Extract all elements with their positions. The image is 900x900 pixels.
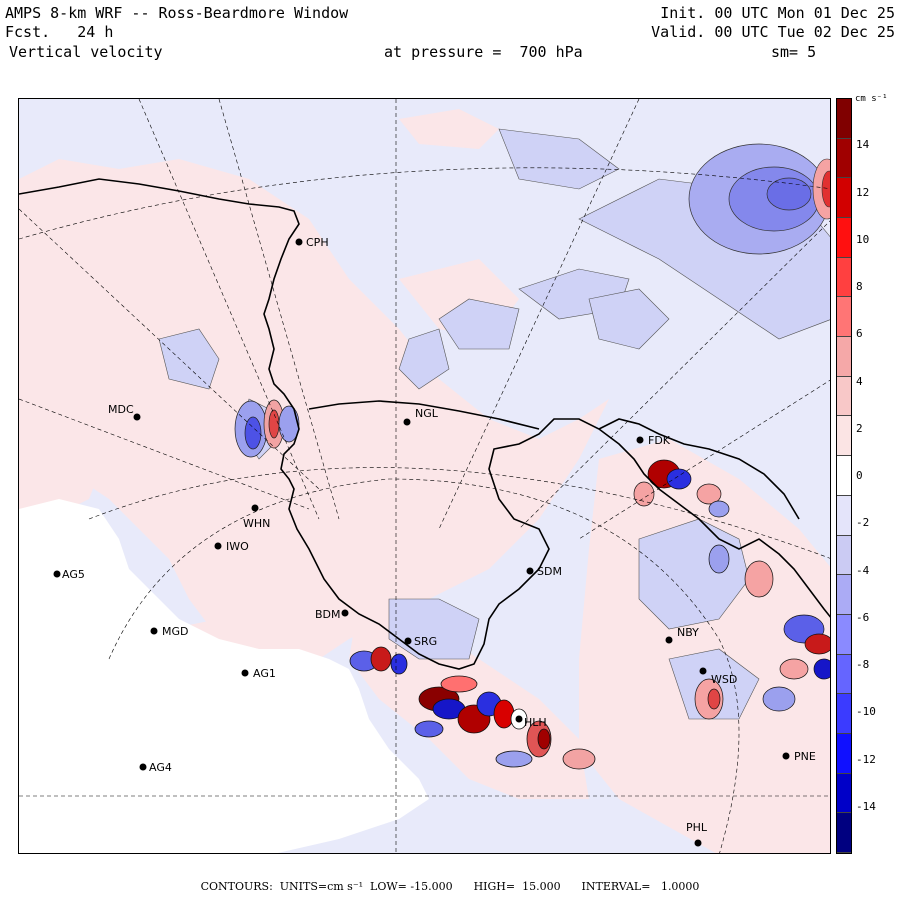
colorbar-swatch	[837, 178, 851, 218]
colorbar	[836, 98, 852, 854]
colorbar-tick-label: -8	[856, 658, 870, 671]
pressure-level: at pressure = 700 hPa	[384, 43, 583, 61]
colorbar-swatch	[837, 139, 851, 178]
smoothing-value: sm= 5	[771, 43, 817, 61]
colorbar-swatch	[837, 694, 851, 734]
valid-time: Valid. 00 UTC Tue 02 Dec 25	[651, 23, 895, 41]
map-panel: CPH NGL MDC FDK WHN IWO AG5 SDM BDM MGD …	[18, 98, 831, 854]
station-fdk[interactable]: FDK	[636, 434, 671, 447]
mountain-wave-fdk	[633, 459, 730, 518]
colorbar-tick-label: 0	[856, 469, 863, 482]
colorbar-swatch	[837, 258, 851, 297]
graticule	[19, 99, 830, 853]
svg-text:MGD: MGD	[162, 625, 189, 638]
svg-text:IWO: IWO	[226, 540, 249, 553]
svg-text:AG5: AG5	[62, 568, 85, 581]
station-mdc[interactable]: MDC	[108, 403, 141, 421]
mountain-wave-east	[694, 544, 830, 720]
colorbar-tick-label: -12	[856, 752, 876, 766]
colorbar-swatch	[837, 615, 851, 655]
station-nby[interactable]: NBY	[665, 626, 700, 644]
colorbar-swatch	[837, 774, 851, 813]
station-wsd[interactable]: WSD	[699, 667, 738, 687]
station-markers: CPH NGL MDC FDK WHN IWO AG5 SDM BDM MGD …	[53, 236, 816, 847]
station-iwo[interactable]: IWO	[214, 540, 250, 553]
svg-text:HLH: HLH	[524, 716, 547, 729]
colorbar-swatch	[837, 297, 851, 337]
colorbar-swatch	[837, 734, 851, 774]
mountain-wave-transantarctic	[349, 646, 596, 770]
svg-text:AG1: AG1	[253, 667, 276, 680]
ascent-core-upper-right	[812, 158, 830, 220]
station-whn[interactable]: WHN	[243, 504, 270, 531]
station-mgd[interactable]: MGD	[150, 625, 189, 638]
colorbar-swatch	[837, 99, 851, 139]
map-title: AMPS 8-km WRF -- Ross-Beardmore Window	[5, 4, 349, 22]
svg-text:NGL: NGL	[415, 407, 439, 420]
colorbar-tick-label: -10	[856, 705, 876, 719]
descent-core-upper-right	[688, 143, 830, 255]
weak-descent-areas	[158, 128, 830, 720]
field-name: Vertical velocity	[9, 43, 163, 61]
station-srg[interactable]: SRG	[404, 635, 438, 648]
mountain-wave-near-mdc	[234, 399, 300, 458]
station-hlh[interactable]: HLH	[515, 715, 547, 730]
colorbar-tick-label: -6	[856, 610, 870, 624]
forecast-hour: Fcst. 24 h	[5, 23, 114, 41]
station-phl[interactable]: PHL	[686, 821, 708, 847]
svg-text:AG4: AG4	[149, 761, 172, 774]
svg-text:WSD: WSD	[711, 673, 737, 686]
colorbar-swatch	[837, 377, 851, 416]
colorbar-unit: cm s⁻¹	[855, 94, 888, 104]
svg-text:PNE: PNE	[794, 750, 816, 763]
svg-text:NBY: NBY	[677, 626, 699, 639]
station-pne[interactable]: PNE	[782, 750, 816, 763]
svg-text:PHL: PHL	[686, 821, 708, 834]
colorbar-tick-label: 6	[856, 327, 863, 341]
white-plateau-area	[19, 499, 429, 853]
colorbar-tick-label: -2	[856, 516, 870, 530]
station-sdm[interactable]: SDM	[526, 565, 562, 578]
coastline	[19, 178, 830, 670]
colorbar-swatch	[837, 416, 851, 456]
colorbar-swatch	[837, 655, 851, 694]
colorbar-tick-label: 8	[856, 280, 863, 293]
colorbar-swatch	[837, 496, 851, 536]
station-cph[interactable]: CPH	[295, 236, 329, 249]
station-bdm[interactable]: BDM	[315, 608, 349, 621]
svg-text:CPH: CPH	[306, 236, 329, 249]
colorbar-tick-label: -14	[856, 799, 876, 813]
colorbar-swatch	[837, 218, 851, 258]
contour-info: CONTOURS: UNITS=cm s⁻¹ LOW= -15.000 HIGH…	[200, 880, 700, 893]
colorbar-swatch	[837, 536, 851, 575]
colorbar-tick-label: -4	[856, 563, 870, 577]
colorbar-tick-label: 10	[856, 232, 870, 246]
colorbar-tick-label: 2	[856, 421, 863, 435]
svg-text:WHN: WHN	[243, 517, 270, 530]
colorbar-tick-label: 4	[856, 374, 863, 388]
colorbar-swatch	[837, 456, 851, 496]
vertical-velocity-map: CPH NGL MDC FDK WHN IWO AG5 SDM BDM MGD …	[19, 99, 830, 853]
colorbar-tick-label: 14	[856, 138, 870, 152]
station-ngl[interactable]: NGL	[403, 407, 439, 426]
init-time: Init. 00 UTC Mon 01 Dec 25	[660, 4, 895, 22]
colorbar-tick-label: 12	[856, 185, 870, 199]
station-ag4[interactable]: AG4	[139, 761, 172, 774]
station-ag1[interactable]: AG1	[241, 667, 276, 680]
svg-text:BDM: BDM	[315, 608, 341, 621]
colorbar-swatch	[837, 575, 851, 615]
colorbar-swatch	[837, 813, 851, 853]
svg-text:FDK: FDK	[648, 434, 671, 447]
svg-text:SDM: SDM	[537, 565, 562, 578]
svg-text:SRG: SRG	[414, 635, 437, 648]
station-ag5[interactable]: AG5	[53, 568, 85, 581]
svg-text:MDC: MDC	[108, 403, 134, 416]
colorbar-swatch	[837, 337, 851, 377]
